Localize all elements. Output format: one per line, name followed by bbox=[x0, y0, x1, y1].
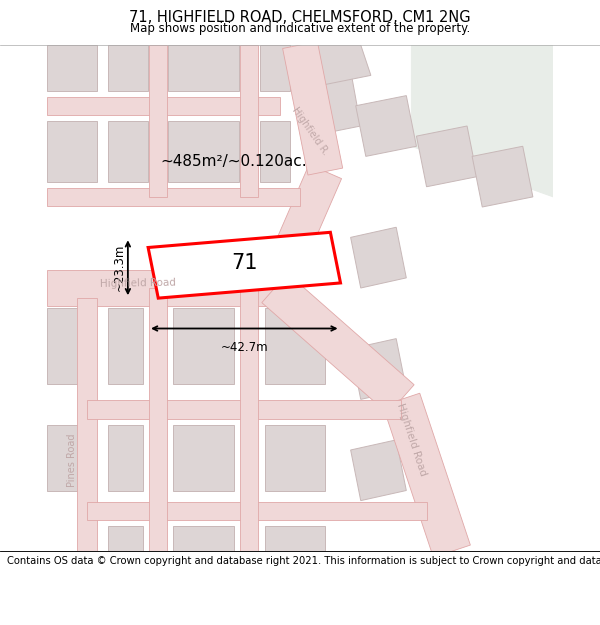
Text: ~485m²/~0.120ac.: ~485m²/~0.120ac. bbox=[161, 154, 308, 169]
Polygon shape bbox=[47, 121, 97, 182]
Text: ~42.7m: ~42.7m bbox=[221, 341, 268, 354]
Polygon shape bbox=[240, 45, 259, 197]
Polygon shape bbox=[107, 526, 143, 551]
Polygon shape bbox=[169, 121, 239, 182]
Polygon shape bbox=[412, 45, 553, 197]
Polygon shape bbox=[416, 126, 477, 187]
Polygon shape bbox=[350, 339, 406, 399]
Polygon shape bbox=[47, 425, 92, 491]
Polygon shape bbox=[107, 425, 143, 491]
Polygon shape bbox=[240, 288, 259, 551]
Polygon shape bbox=[265, 526, 325, 551]
Polygon shape bbox=[107, 45, 148, 91]
Polygon shape bbox=[77, 298, 97, 551]
Text: Highfield Road: Highfield Road bbox=[100, 278, 176, 289]
Polygon shape bbox=[107, 308, 143, 384]
Polygon shape bbox=[107, 121, 148, 182]
Text: 71: 71 bbox=[231, 253, 257, 272]
Text: Highfield Road: Highfield Road bbox=[395, 402, 428, 478]
Polygon shape bbox=[47, 308, 92, 384]
Polygon shape bbox=[472, 146, 533, 207]
Polygon shape bbox=[259, 164, 341, 295]
Polygon shape bbox=[47, 270, 275, 306]
Polygon shape bbox=[47, 188, 300, 206]
Polygon shape bbox=[350, 440, 406, 501]
Polygon shape bbox=[283, 41, 343, 175]
Polygon shape bbox=[300, 70, 361, 136]
Polygon shape bbox=[260, 45, 290, 91]
Text: Pines Road: Pines Road bbox=[67, 433, 77, 487]
Polygon shape bbox=[149, 45, 167, 197]
Polygon shape bbox=[356, 96, 416, 156]
Polygon shape bbox=[149, 288, 167, 551]
Polygon shape bbox=[88, 401, 401, 419]
Polygon shape bbox=[169, 45, 239, 91]
Text: Map shows position and indicative extent of the property.: Map shows position and indicative extent… bbox=[130, 22, 470, 35]
Polygon shape bbox=[265, 308, 325, 384]
Polygon shape bbox=[173, 526, 234, 551]
Polygon shape bbox=[148, 232, 341, 298]
Polygon shape bbox=[173, 308, 234, 384]
Text: Highfield R.: Highfield R. bbox=[290, 105, 331, 157]
Text: Contains OS data © Crown copyright and database right 2021. This information is : Contains OS data © Crown copyright and d… bbox=[7, 556, 600, 566]
Polygon shape bbox=[310, 45, 371, 86]
Text: ~23.3m: ~23.3m bbox=[112, 244, 125, 291]
Polygon shape bbox=[260, 121, 290, 182]
Polygon shape bbox=[88, 502, 427, 520]
Polygon shape bbox=[265, 425, 325, 491]
Polygon shape bbox=[47, 45, 97, 91]
Polygon shape bbox=[47, 97, 280, 115]
Polygon shape bbox=[383, 393, 470, 558]
Polygon shape bbox=[350, 228, 406, 288]
Polygon shape bbox=[262, 273, 414, 414]
Text: 71, HIGHFIELD ROAD, CHELMSFORD, CM1 2NG: 71, HIGHFIELD ROAD, CHELMSFORD, CM1 2NG bbox=[129, 10, 471, 25]
Polygon shape bbox=[173, 425, 234, 491]
